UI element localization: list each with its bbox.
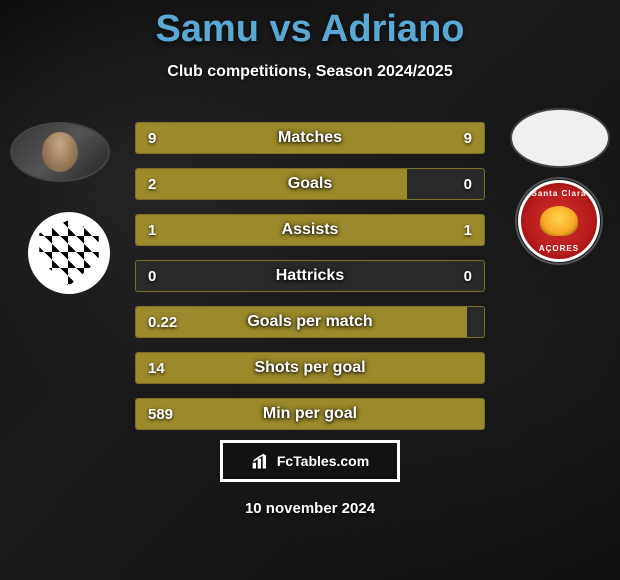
stat-bar-row: 11Assists <box>135 214 485 246</box>
stat-label: Shots per goal <box>136 353 484 383</box>
footer-brand-text: FcTables.com <box>277 453 369 469</box>
footer-date: 10 november 2024 <box>0 500 620 517</box>
stats-bars-container: 99Matches 20Goals 11Assists 00Hattricks 0.22… <box>135 122 485 444</box>
player-avatar-right <box>510 108 610 168</box>
page-title: Samu vs Adriano <box>0 0 620 51</box>
club-right-text-top: Santa Clara <box>521 189 597 198</box>
club-right-emblem-icon <box>540 206 578 236</box>
stat-bar-row: 00Hattricks <box>135 260 485 292</box>
stat-bar-row: 589Min per goal <box>135 398 485 430</box>
player-avatar-left <box>10 122 110 182</box>
club-badge-left <box>28 212 110 294</box>
page-subtitle: Club competitions, Season 2024/2025 <box>0 63 620 81</box>
stat-label: Min per goal <box>136 399 484 429</box>
club-badge-right: Santa Clara AÇORES <box>518 180 600 262</box>
infographic-root: { "title": "Samu vs Adriano", "subtitle"… <box>0 0 620 580</box>
stat-label: Hattricks <box>136 261 484 291</box>
stat-bar-row: 99Matches <box>135 122 485 154</box>
footer-brand-badge[interactable]: FcTables.com <box>220 440 400 482</box>
stat-bar-row: 14Shots per goal <box>135 352 485 384</box>
stat-label: Goals <box>136 169 484 199</box>
stat-label: Assists <box>136 215 484 245</box>
stat-bar-row: 20Goals <box>135 168 485 200</box>
stat-label: Matches <box>136 123 484 153</box>
club-right-text-bottom: AÇORES <box>521 244 597 253</box>
chart-icon <box>251 452 271 470</box>
stat-label: Goals per match <box>136 307 484 337</box>
stat-bar-row: 0.22Goals per match <box>135 306 485 338</box>
